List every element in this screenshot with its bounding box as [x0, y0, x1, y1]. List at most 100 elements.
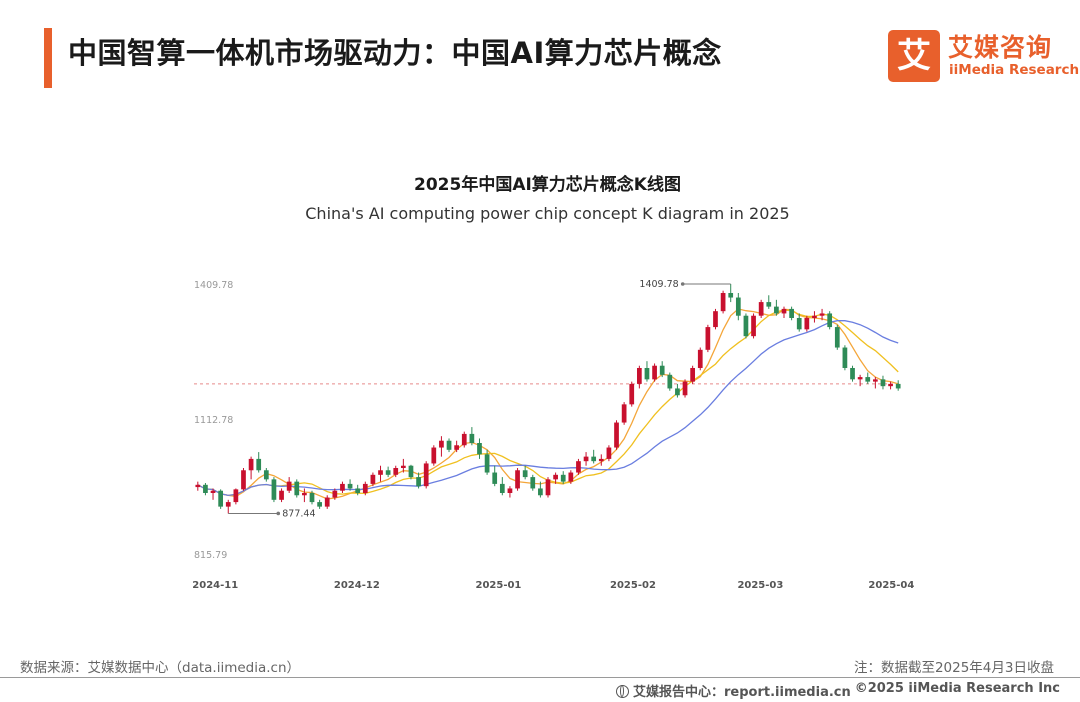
candle-body	[636, 367, 642, 384]
candle-body	[652, 365, 657, 380]
candle-body	[812, 315, 817, 318]
x-axis-label-5: 2025-04	[868, 580, 914, 591]
candle-body	[857, 377, 863, 380]
candle-body	[545, 479, 551, 496]
candle-body	[332, 490, 338, 498]
candle-body	[667, 374, 673, 389]
candle-body	[576, 461, 581, 473]
report-center: 艾媒报告中心：report.iimedia.cn	[616, 681, 851, 700]
chart-title: 2025年中国AI算力芯片概念K线图	[414, 175, 681, 195]
logo-cn-text: 艾媒咨询	[948, 33, 1053, 62]
candle-body	[530, 477, 536, 489]
candle-body	[492, 472, 498, 484]
candle-body	[400, 465, 406, 468]
candle-body	[370, 474, 376, 484]
globe-icon	[616, 685, 629, 698]
candle-body	[591, 456, 597, 462]
data-note: 注：数据截至2025年4月3日收盘	[853, 660, 1054, 676]
candle-body	[469, 433, 475, 443]
candle-body	[629, 383, 635, 405]
candle-body	[393, 467, 399, 475]
copyright: ©2025 iiMedia Research Inc	[854, 681, 1060, 696]
candle-body	[895, 383, 901, 389]
logo-mark-icon: 艾	[888, 30, 940, 82]
candle-body	[203, 484, 208, 493]
candle-body	[728, 292, 734, 298]
candle-body	[271, 479, 277, 500]
candle-body	[568, 472, 574, 482]
page-title: 中国智算一体机市场驱动力：中国AI算力芯片概念	[68, 36, 722, 70]
candle-body	[362, 483, 368, 493]
candle-body	[819, 313, 825, 316]
candle-body	[416, 477, 421, 487]
chart-subtitle: China's AI computing power chip concept …	[305, 204, 790, 223]
candle-body	[606, 447, 612, 459]
candle-body	[195, 484, 201, 488]
x-axis-label-3: 2025-02	[610, 580, 656, 591]
candle-body	[309, 492, 315, 503]
candle-body	[378, 470, 383, 475]
candle-body	[233, 489, 239, 503]
candle-body	[659, 365, 665, 375]
candle-body	[697, 349, 703, 368]
candle-body	[302, 492, 307, 496]
x-axis-label-2: 2025-01	[475, 580, 521, 591]
candle-body	[477, 442, 482, 455]
candle-body	[827, 313, 833, 328]
candle-body	[347, 483, 353, 489]
candle-body	[675, 388, 680, 396]
footer-divider	[0, 677, 1080, 678]
y-axis-label-0: 1409.78	[194, 280, 233, 291]
candle-body	[225, 502, 231, 507]
candle-body	[446, 440, 452, 450]
candlestick-chart: 1409.78 1112.78 815.79 1409.78 877.44 2024-11…	[192, 279, 914, 591]
candle-body	[614, 422, 619, 448]
candle-body	[850, 367, 855, 380]
candle-body	[751, 315, 756, 337]
candle-body	[355, 488, 361, 493]
candle-body	[210, 490, 216, 493]
candle-body	[294, 481, 300, 496]
logo-en-text: iiMedia Research	[949, 62, 1080, 78]
candle-body	[439, 440, 444, 448]
candle-body	[888, 383, 893, 387]
candle-body	[317, 502, 322, 507]
candle-body	[865, 377, 871, 382]
candle-body	[872, 379, 878, 382]
candle-body	[758, 302, 764, 316]
candle-body	[644, 367, 650, 380]
candle-body	[279, 490, 284, 500]
candle-body	[690, 367, 696, 382]
high-annotation-dot	[680, 282, 685, 286]
candle-body	[507, 488, 513, 493]
high-annotation-label: 1409.78	[639, 279, 678, 290]
candle-body	[461, 433, 467, 446]
iimedia-logo: 艾 艾媒咨询 iiMedia Research	[888, 30, 1079, 82]
title-accent-bar	[44, 28, 52, 88]
low-annotation-label: 877.44	[282, 508, 315, 519]
candle-body	[834, 327, 840, 348]
candle-body	[682, 381, 688, 396]
data-source: 数据来源：艾媒数据中心（data.iimedia.cn）	[20, 660, 301, 676]
candle-body	[842, 347, 848, 368]
y-axis-label-2: 815.79	[194, 550, 227, 561]
candle-body	[560, 474, 566, 482]
candle-body	[484, 454, 490, 473]
candle-body	[583, 456, 589, 462]
candle-body	[713, 311, 718, 328]
candle-body	[256, 458, 262, 471]
candle-body	[408, 465, 414, 478]
candle-body	[431, 447, 437, 464]
candle-body	[720, 292, 726, 312]
ma-long-line	[197, 320, 899, 497]
candle-body	[781, 308, 787, 314]
candle-body	[522, 470, 528, 478]
candle-body	[774, 306, 779, 314]
candle-body	[324, 497, 330, 507]
y-axis-label-1: 1112.78	[194, 415, 233, 426]
candle-body	[766, 302, 772, 307]
candle-body	[248, 458, 254, 471]
candle-body	[705, 327, 711, 350]
candle-body	[735, 297, 741, 316]
x-axis-label-0: 2024-11	[192, 580, 238, 591]
